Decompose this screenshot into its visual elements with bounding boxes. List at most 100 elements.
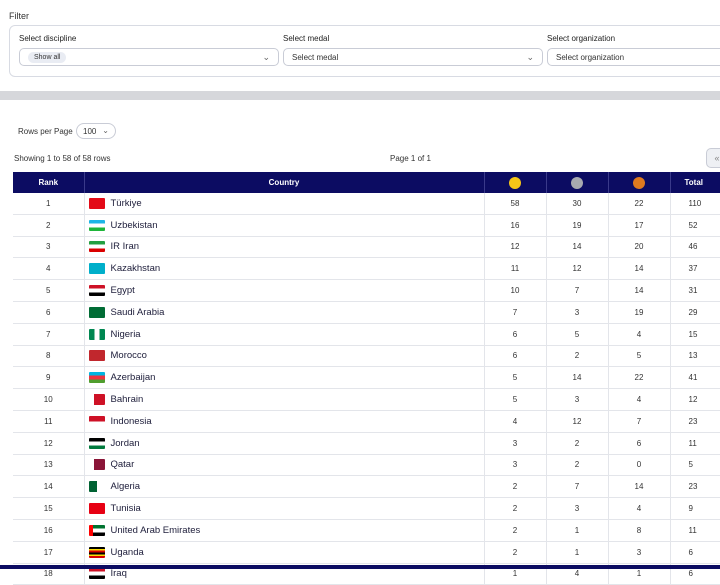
discipline-select[interactable]: Show all ⌄ — [19, 48, 279, 66]
country-cell[interactable]: Egypt — [84, 279, 485, 302]
table-row[interactable]: 2 Uzbekistan 16 19 17 52 — [13, 214, 720, 237]
gold-header[interactable] — [484, 172, 547, 193]
organization-select-placeholder: Select organization — [556, 52, 625, 62]
total-count-cell: 41 — [670, 366, 720, 390]
bronze-count-cell: 4 — [608, 323, 671, 346]
chevron-down-icon: ⌄ — [526, 52, 534, 62]
flag-icon — [88, 437, 105, 449]
bronze-count-cell: 4 — [608, 388, 671, 411]
total-count-cell: 29 — [670, 301, 720, 324]
table-row[interactable]: 16 United Arab Emirates 2 1 8 11 — [13, 519, 720, 542]
table-row[interactable]: 7 Nigeria 6 5 4 15 — [13, 323, 720, 346]
gold-medal-icon — [509, 176, 521, 189]
rank-cell: 13 — [13, 454, 85, 477]
bronze-count-cell: 22 — [608, 193, 671, 215]
table-row[interactable]: 4 Kazakhstan 11 12 14 37 — [13, 257, 720, 281]
country-name: Saudi Arabia — [110, 306, 165, 318]
country-cell[interactable]: Saudi Arabia — [84, 301, 485, 324]
table-row[interactable]: 3 IR Iran 12 14 20 46 — [13, 236, 720, 259]
discipline-filter: Select discipline — [19, 34, 76, 43]
silver-header[interactable] — [546, 172, 609, 193]
bronze-count-cell: 22 — [608, 366, 671, 390]
table-row[interactable]: 11 Indonesia 4 12 7 23 — [13, 410, 720, 433]
silver-count-cell: 2 — [546, 345, 609, 368]
rank-cell: 1 — [13, 193, 85, 215]
flag-icon — [88, 197, 105, 209]
country-name: Indonesia — [110, 415, 152, 427]
bottom-bar — [0, 565, 720, 569]
country-cell[interactable]: Indonesia — [84, 410, 485, 433]
section-divider — [0, 91, 720, 100]
rank-header[interactable]: Rank — [13, 172, 85, 193]
country-cell[interactable]: Qatar — [84, 454, 485, 477]
country-cell[interactable]: Nigeria — [84, 323, 485, 346]
flag-icon — [88, 372, 105, 384]
table-row[interactable]: 10 Bahrain 5 3 4 12 — [13, 388, 720, 411]
table-row[interactable]: 13 Qatar 3 2 0 5 — [13, 454, 720, 477]
total-count-cell: 31 — [670, 279, 720, 302]
country-cell[interactable]: Azerbaijan — [84, 366, 485, 390]
table-row[interactable]: 8 Morocco 6 2 5 13 — [13, 345, 720, 368]
total-header[interactable]: Total — [670, 172, 720, 193]
discipline-label: Select discipline — [19, 34, 77, 43]
country-cell[interactable]: IR Iran — [84, 236, 485, 259]
silver-count-cell: 12 — [546, 257, 609, 281]
rank-cell: 15 — [13, 497, 85, 520]
chevron-down-icon: ⌄ — [262, 52, 270, 62]
total-count-cell: 110 — [670, 193, 720, 215]
silver-count-cell: 7 — [546, 279, 609, 302]
flag-icon — [88, 568, 105, 580]
rank-cell: 4 — [13, 257, 85, 281]
discipline-chip[interactable]: Show all — [28, 51, 67, 63]
country-header[interactable]: Country — [84, 172, 485, 193]
country-name: United Arab Emirates — [110, 524, 201, 536]
total-count-cell: 37 — [670, 257, 720, 281]
country-cell[interactable]: Kazakhstan — [84, 257, 485, 281]
medal-table: Rank Country Total 1 Türkiye 58 30 22 110 2 Uzb… — [13, 172, 720, 585]
rows-per-page-label: Rows per Page — [18, 127, 73, 136]
medal-select[interactable]: Select medal ⌄ — [283, 48, 543, 66]
country-name: Kazakhstan — [110, 263, 161, 275]
country-cell[interactable]: Bahrain — [84, 388, 485, 411]
flag-icon — [88, 524, 105, 536]
table-row[interactable]: 9 Azerbaijan 5 14 22 41 — [13, 366, 720, 390]
country-cell[interactable]: United Arab Emirates — [84, 519, 485, 542]
table-row[interactable]: 5 Egypt 10 7 14 31 — [13, 279, 720, 302]
silver-count-cell: 3 — [546, 497, 609, 520]
first-page-button[interactable]: « — [706, 148, 720, 168]
table-row[interactable]: 15 Tunisia 2 3 4 9 — [13, 497, 720, 520]
gold-count-cell: 5 — [484, 366, 547, 390]
table-row[interactable]: 12 Jordan 3 2 6 11 — [13, 432, 720, 455]
table-row[interactable]: 14 Algeria 2 7 14 23 — [13, 475, 720, 499]
rank-cell: 10 — [13, 388, 85, 411]
gold-count-cell: 16 — [484, 214, 547, 237]
gold-count-cell: 2 — [484, 497, 547, 520]
bronze-header[interactable] — [608, 172, 671, 193]
country-cell[interactable]: Tunisia — [84, 497, 485, 520]
country-name: Uzbekistan — [110, 219, 158, 231]
country-name: Nigeria — [110, 328, 141, 340]
gold-count-cell: 12 — [484, 236, 547, 259]
country-name: Jordan — [110, 437, 140, 449]
country-cell[interactable]: Türkiye — [84, 193, 485, 215]
country-name: Qatar — [110, 459, 135, 471]
silver-count-cell: 19 — [546, 214, 609, 237]
bronze-count-cell: 20 — [608, 236, 671, 259]
country-cell[interactable]: Uganda — [84, 541, 485, 564]
country-name: Türkiye — [110, 197, 142, 209]
silver-count-cell: 2 — [546, 454, 609, 477]
gold-count-cell: 2 — [484, 519, 547, 542]
country-cell[interactable]: Morocco — [84, 345, 485, 368]
table-row[interactable]: 6 Saudi Arabia 7 3 19 29 — [13, 301, 720, 324]
bronze-count-cell: 6 — [608, 432, 671, 455]
gold-count-cell: 5 — [484, 388, 547, 411]
country-cell[interactable]: Jordan — [84, 432, 485, 455]
organization-select[interactable]: Select organization — [547, 48, 720, 66]
rows-per-page-select[interactable]: 100 ⌄ — [76, 123, 116, 139]
country-cell[interactable]: Algeria — [84, 475, 485, 499]
country-cell[interactable]: Uzbekistan — [84, 214, 485, 237]
table-row[interactable]: 1 Türkiye 58 30 22 110 — [13, 193, 720, 215]
table-row[interactable]: 17 Uganda 2 1 3 6 — [13, 541, 720, 564]
rank-cell: 8 — [13, 345, 85, 368]
silver-count-cell: 3 — [546, 388, 609, 411]
